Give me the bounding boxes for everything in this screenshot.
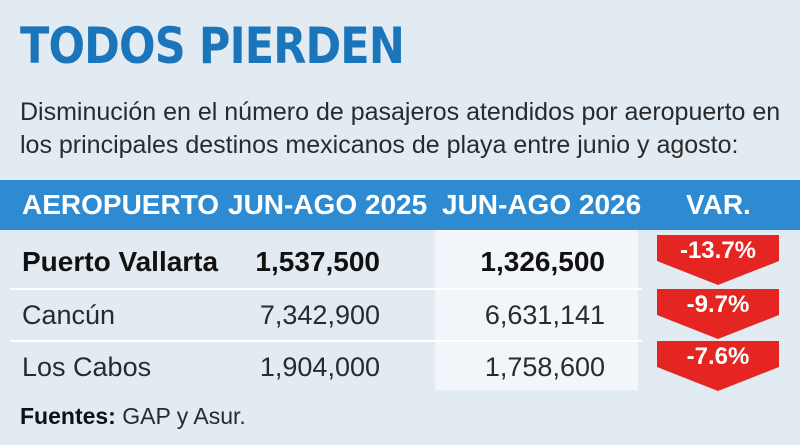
value-2025: 1,537,500	[255, 246, 380, 277]
table-header: AEROPUERTO JUN-AGO 2025 JUN-AGO 2026 VAR…	[0, 180, 800, 230]
header-2025: JUN-AGO 2025	[228, 189, 428, 220]
down-arrow-icon	[657, 289, 779, 339]
source-note: Fuentes: GAP y Asur.	[20, 400, 246, 432]
variation-badge: -13.7%	[654, 235, 782, 287]
subtitle: Disminución en el número de pasajeros at…	[20, 98, 781, 159]
page-title: TODOS PIERDEN	[20, 17, 405, 75]
header-airport: AEROPUERTO	[22, 189, 220, 220]
value-2026: 6,631,141	[484, 300, 605, 330]
variation-value: -9.7%	[686, 291, 750, 318]
variation-value: -13.7%	[679, 237, 757, 264]
value-2025: 1,904,000	[259, 352, 380, 382]
variation-badge: -7.6%	[654, 341, 782, 393]
row-divider	[10, 340, 642, 342]
value-2026: 1,758,600	[484, 352, 605, 382]
variation-badge: -9.7%	[654, 289, 782, 341]
header-2026: JUN-AGO 2026	[442, 189, 642, 220]
airport-name: Los Cabos	[22, 352, 152, 382]
airport-name: Cancún	[22, 300, 116, 330]
row-divider	[10, 288, 642, 290]
value-2026: 1,326,500	[480, 246, 605, 277]
variation-value: -7.6%	[686, 343, 750, 370]
source-label: Fuentes:	[20, 403, 116, 429]
airport-name: Puerto Vallarta	[22, 246, 219, 277]
header-var: VAR.	[686, 189, 751, 220]
value-2025: 7,342,900	[259, 300, 380, 330]
source-text: GAP y Asur.	[115, 403, 246, 429]
highlight-column-2026	[435, 230, 638, 390]
down-arrow-icon	[657, 341, 779, 391]
down-arrow-icon	[657, 235, 779, 285]
